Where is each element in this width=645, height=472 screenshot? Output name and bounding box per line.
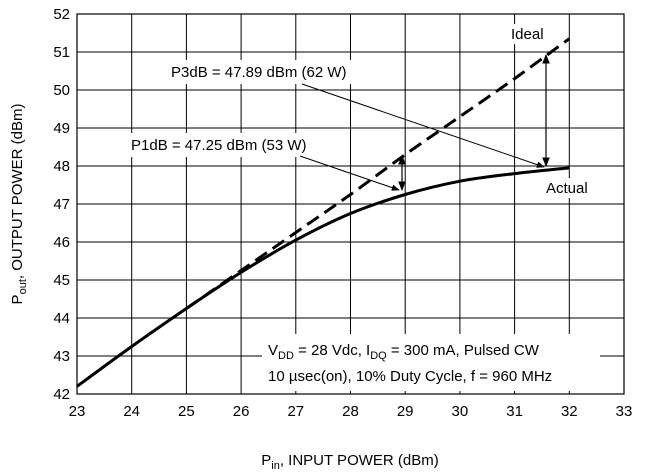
- ideal-label-bg: [509, 24, 551, 44]
- series-group: [76, 37, 571, 388]
- x-tick-label: 24: [123, 403, 140, 420]
- y-tick-label: 51: [53, 44, 70, 61]
- actual-label-bg: [544, 178, 598, 198]
- x-tick-label: 26: [233, 403, 250, 420]
- y-tick-label: 42: [53, 386, 70, 403]
- p3db-label-bg: [163, 60, 385, 84]
- y-axis-label: Pout, OUTPUT POWER (dBm): [9, 104, 29, 305]
- series-line-actual: [76, 166, 570, 388]
- x-tick-label: 23: [69, 403, 86, 420]
- x-tick-label: 30: [452, 403, 469, 420]
- x-tick-label: 33: [616, 403, 633, 420]
- p3db-label: P3dB = 47.89 dBm (62 W): [171, 64, 347, 81]
- x-tick-label: 32: [561, 403, 578, 420]
- y-tick-label: 43: [53, 348, 70, 365]
- plot-frame: [76, 13, 625, 395]
- y-tick-label: 52: [53, 6, 70, 23]
- x-tick-label: 29: [397, 403, 414, 420]
- y-tick-label: 48: [53, 158, 70, 175]
- y-tick-label: 47: [53, 196, 70, 213]
- p1db-label-bg: [122, 133, 347, 157]
- x-axis-label: Pin, INPUT POWER (dBm): [261, 452, 438, 472]
- y-tick-label: 45: [53, 272, 70, 289]
- tick-labels: 23 24 25 26 27 28 29 30 31 32 33 42 43 44 45 46 47 48 49 50…: [53, 6, 632, 420]
- p3db-leader-arrow: [301, 83, 545, 168]
- p1db-label: P1dB = 47.25 dBm (53 W): [131, 137, 307, 154]
- series-line-ideal: [185, 37, 571, 310]
- x-tick-label: 31: [506, 403, 523, 420]
- y-tick-label: 49: [53, 120, 70, 137]
- conditions-box: [262, 334, 600, 391]
- x-tick-label: 28: [342, 403, 359, 420]
- p1db-leader-arrow: [299, 155, 400, 191]
- y-tick-label: 44: [53, 310, 70, 327]
- x-tick-label: 27: [287, 403, 304, 420]
- y-tick-label: 50: [53, 82, 70, 99]
- conditions-line-2: 10 µsec(on), 10% Duty Cycle, f = 960 MHz: [268, 368, 552, 385]
- actual-label: Actual: [546, 180, 588, 197]
- ideal-label: Ideal: [511, 26, 544, 43]
- x-tick-label: 25: [178, 403, 195, 420]
- y-tick-label: 46: [53, 234, 70, 251]
- conditions-line-1: VDD = 28 Vdc, IDQ = 300 mA, Pulsed CW: [268, 342, 540, 362]
